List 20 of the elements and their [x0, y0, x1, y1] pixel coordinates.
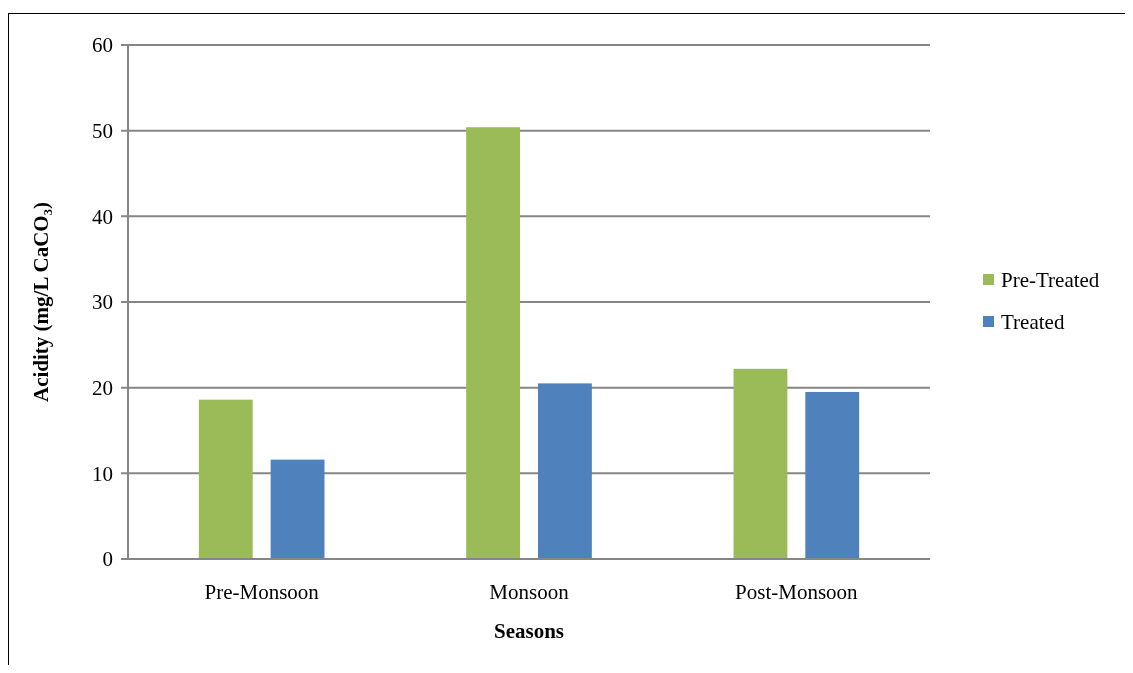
bar: [198, 399, 253, 559]
y-tick-label: 20: [92, 376, 113, 401]
bar: [805, 391, 860, 559]
x-tick-label: Pre-Monsoon: [204, 580, 320, 604]
y-tick-label: 0: [102, 547, 113, 572]
y-axis-title: Acidity (mg/L CaCO₃): [29, 202, 53, 402]
y-tick-label: 10: [92, 461, 113, 486]
y-tick-label: 60: [92, 33, 113, 58]
x-tick-label: Monsoon: [489, 580, 570, 604]
y-tick-label: 30: [92, 290, 113, 315]
bar: [537, 383, 592, 559]
x-axis-title: Seasons: [493, 619, 565, 643]
bar: [733, 368, 788, 559]
legend-label: Pre-Treated: [1001, 268, 1100, 293]
bar: [270, 459, 325, 559]
bar: [466, 127, 521, 559]
legend-label: Treated: [1001, 310, 1065, 335]
y-tick-label: 50: [92, 119, 113, 144]
y-tick-label: 40: [92, 204, 113, 229]
x-tick-label: Post-Monsoon: [735, 580, 859, 604]
